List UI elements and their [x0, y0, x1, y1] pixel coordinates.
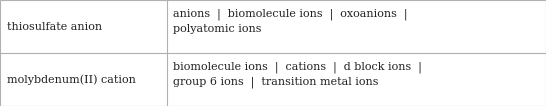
Text: anions  |  biomolecule ions  |  oxoanions  |
polyatomic ions: anions | biomolecule ions | oxoanions | … [173, 8, 407, 34]
Text: thiosulfate anion: thiosulfate anion [7, 22, 102, 31]
Text: biomolecule ions  |  cations  |  d block ions  |
group 6 ions  |  transition met: biomolecule ions | cations | d block ion… [173, 61, 422, 89]
Text: molybdenum(II) cation: molybdenum(II) cation [7, 74, 135, 85]
